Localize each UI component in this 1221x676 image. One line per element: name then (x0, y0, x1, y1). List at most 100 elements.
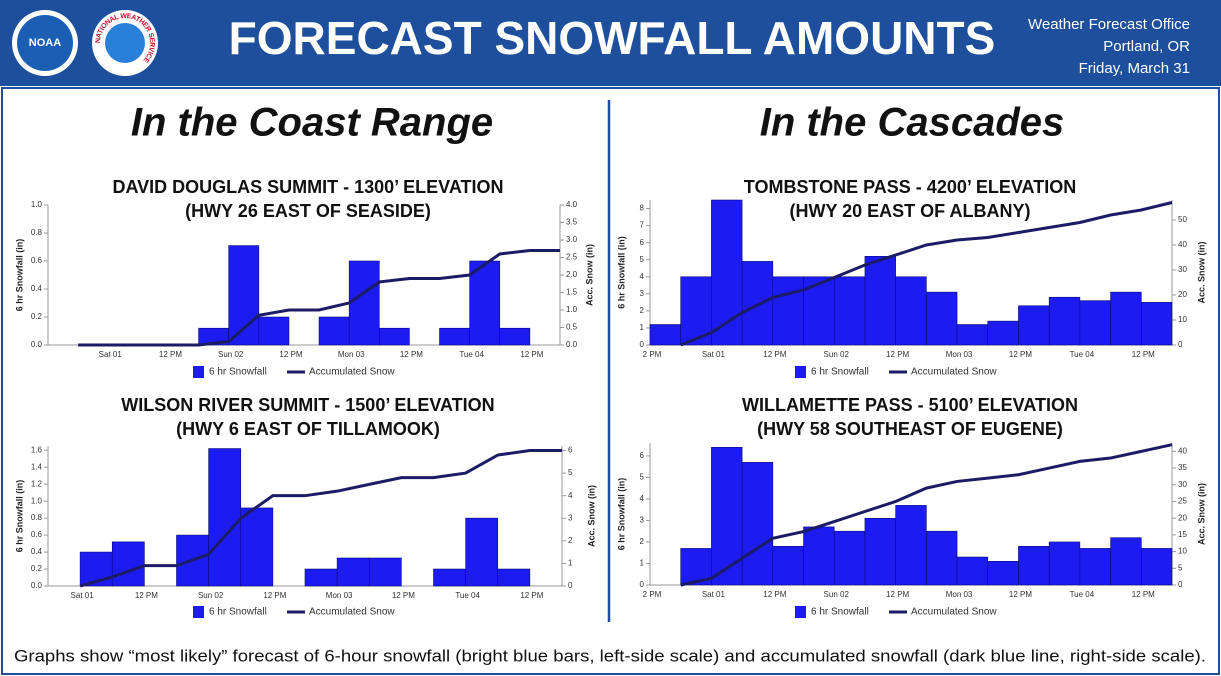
bar (499, 327, 531, 346)
y2-tick-label: 15 (1178, 530, 1187, 539)
bar (926, 291, 958, 346)
x-tick-label: 12 PM (400, 350, 423, 359)
bar (864, 518, 896, 586)
x-tick-label: 12 PM (1009, 590, 1032, 599)
x-tick-label: Tue 04 (459, 350, 484, 359)
x-tick-label: Tue 04 (1070, 590, 1095, 599)
logo-text: NOAA (29, 37, 61, 49)
y-tick-label: 1.4 (31, 462, 43, 471)
x-tick-label: 12 PM (763, 350, 786, 359)
y2-axis-label: Acc. Snow (in) (586, 485, 596, 547)
y-tick-label: 1 (640, 323, 645, 332)
y-tick-label: 0.0 (31, 581, 43, 590)
y2-tick-label: 30 (1178, 480, 1187, 489)
x-tick-label: 2 PM (643, 350, 662, 359)
y-tick-label: 0.4 (31, 547, 43, 556)
y2-tick-label: 2.5 (566, 253, 578, 262)
bar (649, 324, 682, 346)
bar (1140, 548, 1173, 586)
legend-label: 6 hr Snowfall (209, 367, 267, 378)
bar (433, 568, 466, 587)
bar (1110, 537, 1142, 586)
chart-title: DAVID DOUGLAS SUMMIT - 1300’ ELEVATION (112, 177, 503, 197)
chart-subtitle: (HWY 26 EAST OF SEASIDE) (185, 201, 431, 221)
y-tick-label: 6 (640, 451, 645, 460)
y-tick-label: 0.8 (31, 513, 43, 522)
y2-tick-label: 0.5 (566, 323, 578, 332)
chart-subtitle: (HWY 20 EAST OF ALBANY) (789, 201, 1030, 221)
frame (1, 87, 1220, 675)
y-tick-label: 0.0 (31, 340, 43, 349)
x-tick-label: 12 PM (392, 591, 415, 600)
accumulated-line (79, 449, 562, 588)
bar (895, 276, 927, 346)
legend-label: Accumulated Snow (309, 607, 395, 618)
y2-tick-label: 4.0 (566, 200, 578, 209)
y2-tick-label: 25 (1178, 497, 1187, 506)
legend-label: 6 hr Snowfall (209, 607, 267, 618)
x-tick-label: Sat 01 (702, 590, 726, 599)
x-tick-label: 12 PM (279, 350, 302, 359)
section-title: In the Cascades (760, 101, 1065, 145)
bar (772, 276, 804, 346)
y-axis-label: 6 hr Snowfall (in) (14, 480, 24, 553)
y2-tick-label: 4 (568, 491, 573, 500)
y2-tick-label: 1 (568, 559, 573, 568)
bar (378, 327, 410, 346)
x-tick-label: 12 PM (1132, 590, 1155, 599)
y-tick-label: 8 (640, 204, 645, 213)
y-tick-label: 1.0 (31, 496, 43, 505)
x-tick-label: Mon 03 (326, 591, 353, 600)
y2-tick-label: 6 (568, 446, 573, 455)
y-tick-label: 0 (640, 340, 645, 349)
x-tick-label: 12 PM (520, 350, 543, 359)
bar (348, 260, 380, 346)
x-tick-label: Mon 03 (946, 350, 973, 359)
header-band (0, 0, 1221, 86)
x-tick-label: Mon 03 (946, 590, 973, 599)
x-tick-label: Sat 01 (99, 350, 123, 359)
bar (111, 541, 145, 587)
y2-tick-label: 1.0 (566, 305, 578, 314)
y2-tick-label: 10 (1178, 547, 1187, 556)
bar (987, 320, 1019, 346)
y-tick-label: 0.2 (31, 564, 43, 573)
bar (1018, 545, 1050, 586)
y-tick-label: 0.6 (31, 256, 43, 265)
legend-swatch (193, 606, 204, 618)
y2-tick-label: 20 (1178, 290, 1187, 299)
x-tick-label: Sun 02 (218, 350, 244, 359)
y2-tick-label: 3.0 (566, 235, 578, 244)
y-tick-label: 6 (640, 238, 645, 247)
bar (772, 545, 804, 586)
y2-tick-label: 2 (568, 536, 573, 545)
y-tick-label: 1 (640, 559, 645, 568)
y2-tick-label: 5 (1178, 563, 1183, 572)
y-tick-label: 0 (640, 580, 645, 589)
office-line: Portland, OR (1103, 38, 1190, 55)
page-title: FORECAST SNOWFALL AMOUNTS (229, 12, 996, 64)
legend-label: 6 hr Snowfall (811, 607, 869, 618)
chart-subtitle: (HWY 6 EAST OF TILLAMOOK) (176, 419, 440, 439)
x-tick-label: 12 PM (886, 590, 909, 599)
y-tick-label: 3 (640, 289, 645, 298)
x-tick-label: Sat 01 (702, 350, 726, 359)
bar (1079, 548, 1111, 586)
y2-tick-label: 2.0 (566, 270, 578, 279)
x-tick-label: 12 PM (1009, 350, 1032, 359)
x-tick-label: 12 PM (886, 350, 909, 359)
y-tick-label: 2 (640, 306, 645, 315)
chart-title: WILSON RIVER SUMMIT - 1500’ ELEVATION (121, 395, 494, 415)
y2-tick-label: 40 (1178, 240, 1187, 249)
nws-logo-inner (105, 23, 145, 63)
chart-title: WILLAMETTE PASS - 5100’ ELEVATION (742, 395, 1078, 415)
y2-tick-label: 10 (1178, 315, 1187, 324)
bar (833, 276, 866, 346)
bar (864, 255, 896, 346)
x-tick-label: 12 PM (263, 591, 286, 600)
y-tick-label: 5 (640, 473, 645, 482)
y2-tick-label: 3.5 (566, 218, 578, 227)
y-axis-label: 6 hr Snowfall (in) (616, 478, 626, 551)
bar (1140, 302, 1173, 346)
bar (987, 561, 1019, 586)
